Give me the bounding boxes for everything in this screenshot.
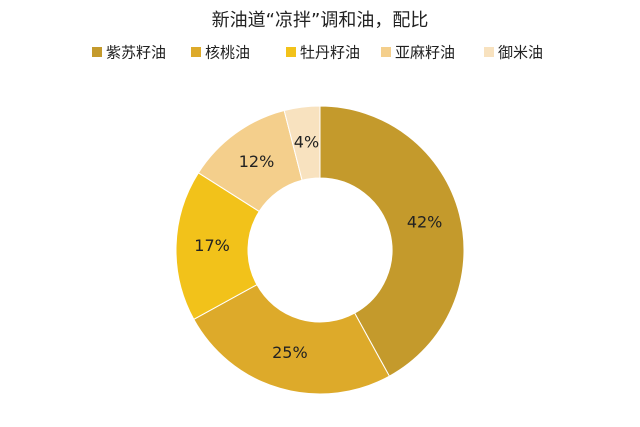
legend-label: 核桃油 — [205, 44, 250, 62]
donut-slice — [193, 284, 391, 395]
data-label: 17% — [194, 236, 230, 255]
legend-swatch — [484, 47, 494, 57]
legend-swatch — [286, 47, 296, 57]
legend-swatch — [92, 47, 102, 57]
legend-label: 亚麻籽油 — [395, 44, 455, 62]
legend-label: 紫苏籽油 — [106, 44, 166, 62]
data-label: 4% — [294, 132, 319, 151]
chart-title: 新油道“凉拌”调和油，配比 — [212, 10, 429, 31]
legend-swatch — [191, 47, 201, 57]
legend-label: 牡丹籽油 — [300, 44, 360, 62]
donut-slice — [283, 105, 321, 181]
legend-label: 御米油 — [498, 44, 543, 62]
data-label: 25% — [272, 343, 308, 362]
donut-slice — [175, 172, 260, 321]
data-label: 12% — [239, 152, 275, 171]
data-label: 42% — [407, 213, 443, 232]
donut-slice — [319, 105, 465, 377]
legend-swatch — [381, 47, 391, 57]
